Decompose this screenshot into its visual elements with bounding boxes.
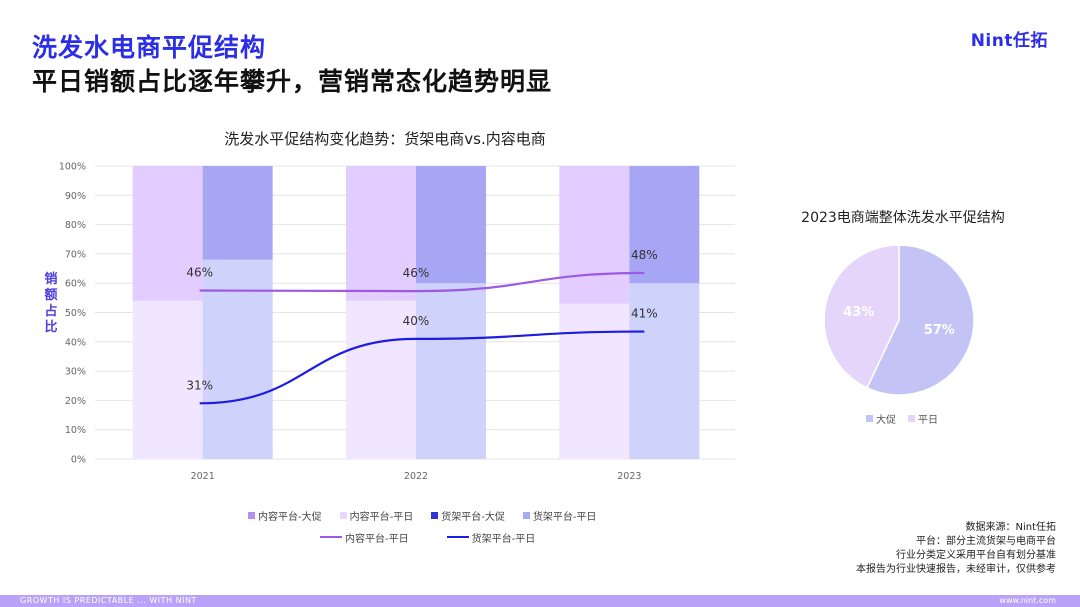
bar-segment xyxy=(416,166,486,284)
pie-chart: 57% 43% xyxy=(823,244,975,396)
page-title: 洗发水电商平促结构 xyxy=(32,33,267,62)
pie-legend-entry: 平日 xyxy=(908,411,938,426)
pie-label: 57% xyxy=(924,323,955,338)
y-tick-label: 20% xyxy=(65,396,86,407)
bar-segment xyxy=(132,166,203,301)
footer-url: www.nint.com xyxy=(999,596,1056,605)
y-tick-label: 100% xyxy=(59,162,86,173)
footer-bar: GROWTH IS PREDICTABLE ... WITH NINT www.… xyxy=(0,595,1080,607)
note-category: 行业分类定义采用平台自有划分基准 xyxy=(896,550,1056,561)
x-tick-label: 2021 xyxy=(191,471,215,482)
y-tick-label: 0% xyxy=(71,455,86,466)
y-tick-label: 10% xyxy=(65,425,86,436)
legend-entry: 货架平台-平日 xyxy=(522,508,597,523)
data-label: 41% xyxy=(631,307,658,321)
bar-segment xyxy=(559,166,630,304)
legend-swatch xyxy=(522,511,530,519)
note-disclaimer: 本报告为行业快速报告，未经审计，仅供参考 xyxy=(856,564,1056,575)
pie-slice xyxy=(823,244,900,389)
series-line xyxy=(199,330,645,405)
bar-segment xyxy=(202,259,273,459)
x-tick-label: 2022 xyxy=(404,471,428,482)
bar-segment xyxy=(346,300,416,459)
bar-segment xyxy=(132,300,203,459)
x-tick-label: 2023 xyxy=(617,471,641,482)
data-label: 46% xyxy=(403,266,430,280)
legend-entry: 货架平台-平日 xyxy=(446,530,536,545)
bar-segment xyxy=(346,166,416,301)
data-label: 46% xyxy=(186,266,213,280)
pie-legend-entry: 大促 xyxy=(866,411,896,426)
page-subtitle: 平日销额占比逐年攀升，营销常态化趋势明显 xyxy=(32,67,553,96)
legend-entry: 货架平台-大促 xyxy=(431,508,505,523)
data-label: 48% xyxy=(631,248,658,262)
legend-label: 内容平台-大促 xyxy=(258,511,322,523)
legend-entry: 内容平台-平日 xyxy=(339,508,414,523)
legend-swatch xyxy=(431,511,439,519)
legend-line-swatch xyxy=(320,536,342,538)
legend-swatch xyxy=(866,415,873,422)
bar-segment xyxy=(629,166,700,284)
legend-label: 货架平台-大促 xyxy=(441,511,505,523)
y-tick-label: 40% xyxy=(65,337,86,348)
bar-line-chart: 0% 10% 20% 30% 40% 50% 60% 70% 80% 90% 100% 2021 202… xyxy=(59,162,735,482)
bar-segment xyxy=(202,166,273,260)
brand-logo: Nint任拓 xyxy=(970,31,1048,51)
data-label: 40% xyxy=(403,314,430,328)
legend-swatch xyxy=(908,415,915,422)
legend-label: 内容平台-平日 xyxy=(345,533,409,545)
bar-chart-legend: 内容平台-大促 内容平台-平日 货架平台-大促 货架平台-平日 内容平台-平日 货架平台… xyxy=(248,506,608,546)
pie-label: 43% xyxy=(843,305,874,320)
y-tick-label: 90% xyxy=(65,191,86,202)
y-tick-label: 30% xyxy=(65,367,86,378)
legend-label: 大促 xyxy=(876,415,896,426)
note-platform: 平台：部分主流货架与电商平台 xyxy=(916,536,1056,547)
source-notes: 数据来源：Nint任拓 平台：部分主流货架与电商平台 行业分类定义采用平台自有划… xyxy=(856,521,1056,577)
note-source: 数据来源：Nint任拓 xyxy=(965,522,1056,533)
bar-segment xyxy=(629,283,700,459)
data-label: 31% xyxy=(186,378,213,392)
footer-slogan: GROWTH IS PREDICTABLE ... WITH NINT xyxy=(20,596,197,605)
y-tick-label: 80% xyxy=(65,220,86,231)
bar-segment xyxy=(416,283,486,459)
pie-chart-legend: 大促 平日 xyxy=(866,411,938,426)
bar-segment xyxy=(559,303,630,459)
pie-chart-title: 2023电商端整体洗发水平促结构 xyxy=(801,210,1005,226)
legend-swatch xyxy=(339,511,347,519)
legend-label: 货架平台-平日 xyxy=(532,511,597,523)
legend-line-swatch xyxy=(446,536,469,538)
pie-slice xyxy=(866,244,975,396)
legend-entry: 内容平台-大促 xyxy=(248,508,322,523)
series-line xyxy=(199,271,645,293)
y-tick-label: 50% xyxy=(65,308,86,319)
legend-entry: 内容平台-平日 xyxy=(320,530,409,545)
bar-chart-title: 洗发水平促结构变化趋势：货架电商vs.内容电商 xyxy=(224,130,546,148)
legend-label: 货架平台-平日 xyxy=(471,533,536,545)
legend-label: 平日 xyxy=(918,415,938,426)
legend-label: 内容平台-平日 xyxy=(349,511,414,523)
y-tick-label: 60% xyxy=(65,279,86,290)
y-axis-label: 销额占比 xyxy=(44,272,58,335)
y-tick-label: 70% xyxy=(65,249,86,260)
legend-swatch xyxy=(248,511,255,519)
